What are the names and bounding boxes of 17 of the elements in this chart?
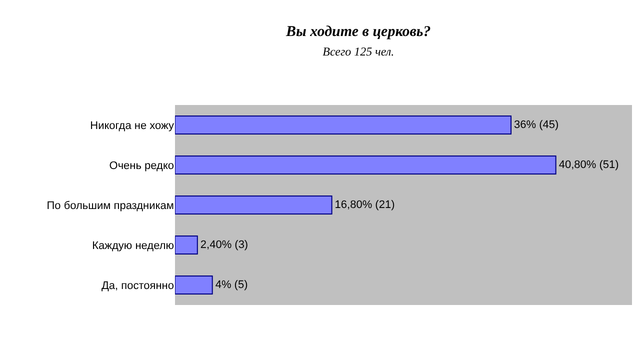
data-label: 16,80% (21) <box>334 199 395 211</box>
bar <box>175 116 512 134</box>
y-tick-label: Да, постоянно <box>101 280 174 292</box>
chart-subtitle: Всего 125 чел. <box>322 44 394 58</box>
data-label: 4% (5) <box>215 279 248 291</box>
data-label: 36% (45) <box>514 119 559 131</box>
data-label: 40,80% (51) <box>558 159 619 171</box>
data-label: 2,40% (3) <box>200 239 248 251</box>
y-tick-label: Каждую неделю <box>92 240 174 252</box>
bar <box>175 156 556 174</box>
bar <box>175 196 332 214</box>
bar <box>175 236 198 254</box>
y-tick-label: По большим праздникам <box>46 200 174 212</box>
bar <box>175 276 213 294</box>
chart-title: Вы ходите в церковь? <box>285 24 431 40</box>
y-tick-label: Никогда не хожу <box>90 120 174 132</box>
y-tick-label: Очень редко <box>109 160 174 172</box>
